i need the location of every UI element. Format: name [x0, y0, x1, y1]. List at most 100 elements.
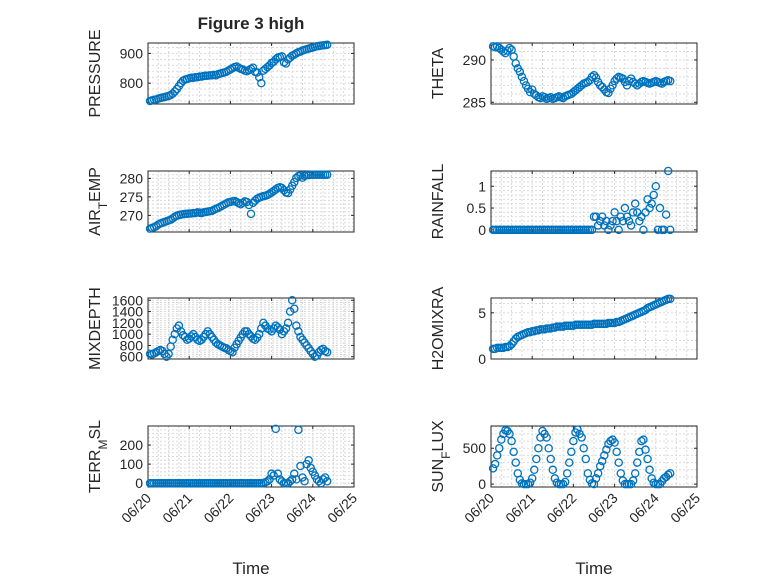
y-axis-label: MIXDEPTH [87, 287, 104, 370]
figure-title: Figure 3 high [198, 14, 305, 33]
data-point [665, 294, 675, 304]
data-point [517, 72, 527, 82]
data-point [606, 436, 615, 446]
x-tick-label: 06/20 [118, 490, 154, 526]
data-point [290, 469, 299, 478]
y-tick-label: 1000 [112, 326, 143, 342]
data-point [503, 46, 512, 55]
data-point [271, 185, 280, 194]
x-tick-label: 06/24 [283, 490, 319, 526]
data-point [269, 471, 278, 480]
axes-root: 800 900 PRESSURE 285 290 THETA 270 275 280 AIRTEM… [87, 29, 703, 525]
data-point [281, 59, 291, 68]
data-point [248, 63, 258, 72]
y-tick-label: 0 [478, 351, 486, 367]
y-tick-label: 275 [120, 189, 144, 205]
data-point [267, 469, 276, 478]
data-point [626, 221, 636, 230]
data-point [507, 436, 516, 446]
x-tick-label: 06/21 [502, 490, 538, 526]
data-point [300, 477, 309, 486]
data-point [263, 477, 272, 486]
y-axis-label: RAINFALL [430, 164, 447, 240]
y-tick-label: 1600 [112, 292, 143, 308]
data-point [322, 347, 332, 357]
data-point [322, 40, 332, 50]
data-point [665, 225, 675, 235]
data-point [562, 469, 572, 478]
data-point [530, 465, 539, 475]
data-point [610, 438, 619, 447]
data-point [567, 447, 576, 457]
data-point [294, 327, 303, 336]
data-point [645, 465, 654, 475]
y-tick-label: 600 [120, 349, 144, 365]
data-point [639, 225, 648, 235]
data-point [290, 177, 299, 187]
data-point [628, 208, 638, 217]
data-point [630, 469, 640, 478]
data-point [304, 456, 313, 465]
data-point [602, 445, 611, 454]
data-point [287, 296, 297, 305]
data-point [653, 225, 663, 235]
data-point [271, 424, 280, 434]
data-point [257, 78, 266, 88]
data-point [281, 324, 291, 333]
data-point [560, 477, 570, 487]
data-point [589, 479, 599, 489]
data-point [647, 474, 656, 483]
axes-box [147, 297, 355, 360]
data-point [583, 77, 593, 87]
data-point [525, 87, 535, 97]
data-point [608, 216, 617, 226]
data-point [244, 200, 254, 210]
x-tick-label: 06/25 [324, 490, 360, 526]
data-point [523, 479, 533, 489]
y-tick-label: 0 [135, 475, 143, 491]
data-point [657, 79, 667, 88]
subplot-2: 285 290 THETA [430, 42, 698, 110]
data-point [548, 465, 558, 475]
data-point [665, 76, 675, 86]
data-point [273, 323, 283, 332]
x-tick-label: 06/21 [159, 490, 195, 526]
axes-box [147, 170, 355, 233]
data-point [532, 91, 541, 100]
data-point [643, 454, 652, 464]
data-point [624, 216, 634, 226]
data-point [622, 81, 632, 90]
x-tick-label: 06/24 [626, 490, 662, 526]
data-point [604, 225, 613, 235]
data-point [273, 469, 283, 478]
data-point [612, 447, 621, 457]
y-tick-label: 900 [120, 45, 144, 61]
y-tick-label: 100 [120, 456, 144, 472]
data-point [610, 208, 619, 217]
y-axis-label: AIRTEMP [87, 167, 110, 236]
data-point [318, 475, 328, 484]
data-point [534, 443, 543, 453]
subplot-4: 0 0.5 1 RAINFALL [430, 164, 698, 240]
data-point [532, 454, 541, 464]
data-point [616, 212, 626, 221]
y-tick-label: 290 [463, 52, 487, 68]
data-point [187, 332, 196, 341]
data-point [322, 170, 332, 179]
data-point [665, 469, 675, 478]
x-tick-label: 06/22 [200, 490, 236, 526]
y-axis-label: H2OMIXRA [430, 286, 447, 370]
subplot-3: 270 275 280 AIRTEMP [87, 167, 355, 236]
data-point [581, 454, 591, 464]
data-point [505, 43, 514, 53]
data-point [501, 48, 510, 58]
x-tick-label: 06/22 [543, 490, 579, 526]
data-point [604, 88, 613, 98]
data-point [488, 464, 498, 473]
data-point [558, 479, 568, 489]
data-point [254, 329, 264, 339]
y-tick-label: 280 [120, 170, 144, 186]
data-point [593, 221, 603, 230]
data-point [641, 445, 650, 454]
